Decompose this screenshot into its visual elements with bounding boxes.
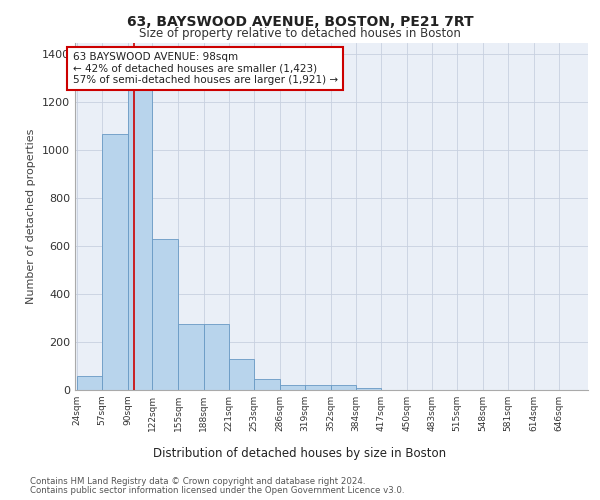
Bar [229, 359, 254, 390]
Bar [356, 388, 381, 390]
Text: Contains public sector information licensed under the Open Government Licence v3: Contains public sector information licen… [30, 486, 404, 495]
Bar [77, 376, 102, 390]
Text: Contains HM Land Registry data © Crown copyright and database right 2024.: Contains HM Land Registry data © Crown c… [30, 478, 365, 486]
Y-axis label: Number of detached properties: Number of detached properties [26, 128, 37, 304]
Text: Size of property relative to detached houses in Boston: Size of property relative to detached ho… [139, 28, 461, 40]
Text: 63, BAYSWOOD AVENUE, BOSTON, PE21 7RT: 63, BAYSWOOD AVENUE, BOSTON, PE21 7RT [127, 15, 473, 29]
Bar [102, 134, 128, 390]
Text: Distribution of detached houses by size in Boston: Distribution of detached houses by size … [154, 448, 446, 460]
Bar [178, 324, 203, 390]
Bar [128, 76, 152, 390]
Bar [280, 385, 305, 390]
Bar [152, 239, 178, 390]
Bar [203, 324, 229, 390]
Text: 63 BAYSWOOD AVENUE: 98sqm
← 42% of detached houses are smaller (1,423)
57% of se: 63 BAYSWOOD AVENUE: 98sqm ← 42% of detac… [73, 52, 338, 86]
Bar [254, 379, 280, 390]
Bar [331, 385, 356, 390]
Bar [305, 385, 331, 390]
